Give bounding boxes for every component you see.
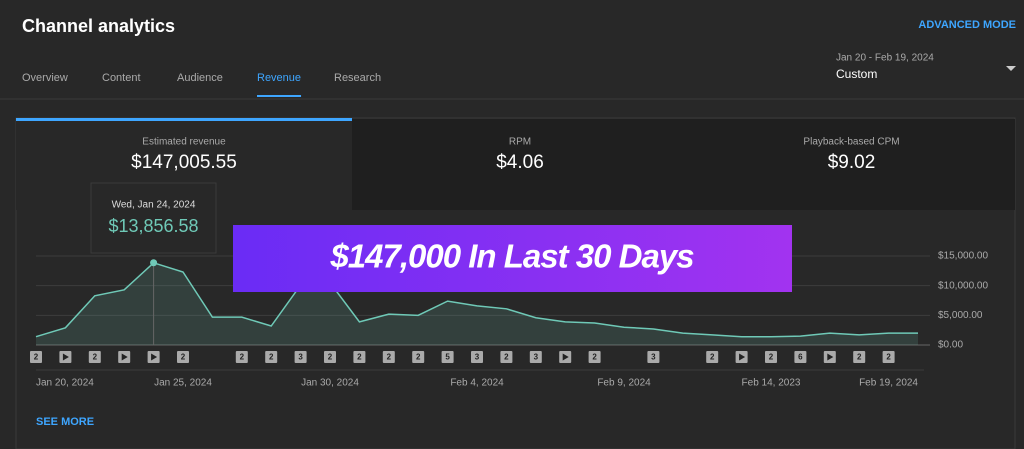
marker-box[interactable] (412, 351, 425, 363)
marker-count: 6 (798, 353, 803, 362)
marker-box[interactable] (353, 351, 366, 363)
marker-box[interactable] (647, 351, 660, 363)
marker-box[interactable] (882, 351, 895, 363)
marker-count: 2 (504, 353, 509, 362)
x-tick-label: Feb 19, 2024 (859, 378, 918, 389)
y-tick-label: $5,000.00 (938, 310, 983, 321)
marker-count: 3 (298, 353, 303, 362)
video-marker[interactable] (562, 353, 569, 361)
marker-count: 2 (269, 353, 274, 362)
marker-count: 2 (93, 353, 98, 362)
marker-box[interactable] (235, 351, 248, 363)
marker-box[interactable] (441, 351, 454, 363)
marker-box[interactable] (294, 351, 307, 363)
active-tab-underline (257, 95, 302, 97)
marker-box[interactable] (500, 351, 513, 363)
banner (233, 225, 792, 292)
metric-value: $4.06 (496, 152, 544, 173)
marker-count: 2 (387, 353, 392, 362)
y-tick-label: $0.00 (938, 340, 963, 351)
dropdown-arrow[interactable] (1006, 66, 1016, 71)
metric-label: Estimated revenue (142, 137, 226, 148)
marker-box[interactable] (794, 351, 807, 363)
x-tick-label: Feb 4, 2024 (450, 378, 504, 389)
marker-box[interactable] (529, 351, 542, 363)
marker-count: 2 (769, 353, 774, 362)
banner-text: $147,000 In Last 30 Days (329, 238, 694, 275)
tab[interactable]: Content (102, 72, 141, 84)
marker-count: 3 (475, 353, 480, 362)
video-marker[interactable] (827, 353, 834, 361)
marker-box[interactable] (765, 351, 777, 363)
marker-box[interactable] (471, 351, 483, 363)
marker-box[interactable] (382, 351, 395, 363)
metric-label: RPM (509, 137, 531, 148)
x-tick-label: Feb 14, 2023 (742, 378, 801, 389)
tooltip (90, 182, 217, 254)
advanced-mode-button[interactable]: ADVANCED MODE (918, 19, 1016, 31)
video-marker[interactable] (151, 353, 158, 361)
x-tick-label: Jan 30, 2024 (301, 378, 359, 389)
metric-label: Playback-based CPM (803, 137, 899, 148)
marker-count: 2 (857, 353, 862, 362)
see-more-link[interactable]: SEE MORE (36, 416, 94, 428)
area-fill (36, 262, 918, 345)
tab[interactable]: Overview (22, 72, 68, 84)
marker-count: 2 (592, 353, 597, 362)
marker-box[interactable] (588, 351, 601, 363)
marker-count: 2 (328, 353, 333, 362)
x-tick-label: Jan 25, 2024 (154, 378, 212, 389)
marker-box[interactable] (853, 351, 866, 363)
y-tick-label: $15,000.00 (938, 251, 988, 262)
x-tick-label: Jan 20, 2024 (36, 378, 94, 389)
metric-cards: Estimated revenue $147,005.55 RPM $4.06 Play… (16, 118, 1015, 210)
date-preset[interactable]: Custom (836, 67, 877, 81)
y-tick-label: $10,000.00 (938, 280, 988, 291)
metric-value: $9.02 (828, 152, 876, 173)
marker-count: 2 (357, 353, 362, 362)
tab[interactable]: Audience (177, 72, 223, 84)
marker-count: 2 (34, 353, 39, 362)
tab[interactable]: Revenue (257, 72, 301, 84)
marker-count: 2 (416, 353, 421, 362)
marker-box[interactable] (706, 351, 719, 363)
marker-box[interactable] (88, 351, 101, 363)
marker-box[interactable] (30, 351, 42, 363)
marker-count: 2 (710, 353, 715, 362)
hover-point (150, 259, 158, 267)
metric-card[interactable] (352, 119, 688, 210)
active-card-bar (16, 118, 352, 121)
marker-count: 3 (534, 353, 539, 362)
marker-count: 3 (651, 353, 656, 362)
tooltip-value: $13,856.58 (108, 216, 198, 236)
video-marker[interactable] (121, 353, 128, 361)
video-marker[interactable] (62, 353, 69, 361)
marker-count: 5 (445, 353, 450, 362)
marker-count: 2 (886, 353, 891, 362)
tab-bar: Overview Content Audience Revenue Research (22, 72, 381, 97)
x-tick-label: Feb 9, 2024 (597, 378, 651, 389)
line (35, 261, 918, 338)
marker-count: 2 (240, 353, 245, 362)
marker-box[interactable] (324, 351, 336, 363)
marker-count: 2 (181, 353, 186, 362)
video-marker[interactable] (739, 353, 746, 361)
marker-box[interactable] (265, 351, 278, 363)
date-range[interactable]: Jan 20 - Feb 19, 2024 (836, 53, 934, 64)
metric-value: $147,005.55 (131, 152, 237, 173)
metric-card[interactable] (688, 119, 1015, 210)
marker-box[interactable] (177, 351, 189, 363)
tab[interactable]: Research (334, 72, 381, 84)
tooltip-date: Wed, Jan 24, 2024 (112, 200, 196, 211)
page-title: Channel analytics (22, 16, 175, 36)
